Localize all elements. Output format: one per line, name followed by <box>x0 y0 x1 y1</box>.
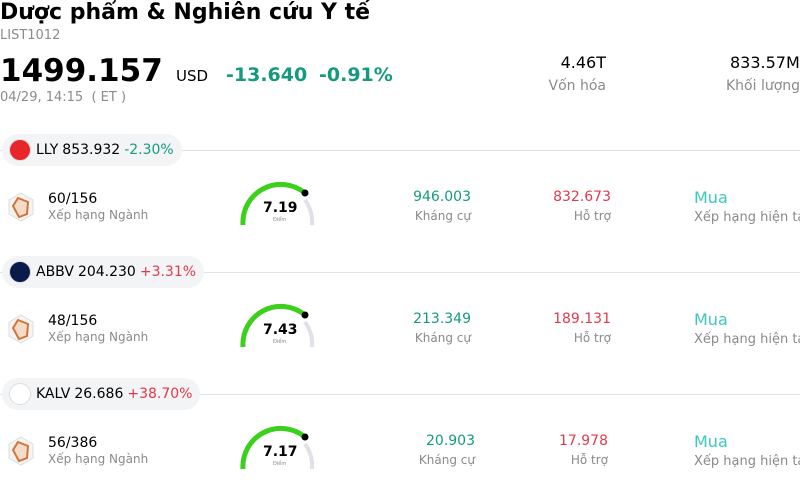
rating-label: Xếp hạng hiện tại <box>694 332 800 347</box>
rating-label: Xếp hạng hiện tại <box>694 454 800 469</box>
support-label: Hỗ trợ <box>573 331 611 345</box>
resistance-label: Kháng cự <box>414 209 471 223</box>
score-label: Điểm <box>273 461 287 467</box>
rank-icon <box>8 314 34 344</box>
title: Dược phẩm & Nghiên cứu Y tế <box>0 0 371 25</box>
rating: Mua <box>694 432 728 451</box>
score-label: Điểm <box>273 339 287 345</box>
logo <box>9 383 31 405</box>
score-label: Điểm <box>273 217 287 223</box>
stat-label: Vốn hóa <box>548 78 606 94</box>
stock-chip: LLY 853.932 -2.30% <box>2 134 182 166</box>
chip-price: 204.230 <box>77 264 136 280</box>
score-gauge <box>240 303 315 348</box>
score-gauge <box>240 181 315 226</box>
rank-label: Xếp hạng Ngành <box>48 208 149 222</box>
resistance: 20.903 <box>426 433 475 449</box>
stock-chip: KALV 26.686 +38.70% <box>2 378 201 410</box>
support-label: Hỗ trợ <box>570 453 608 467</box>
rank-icon <box>8 436 34 466</box>
stat-label: Khối lượng <box>726 78 800 94</box>
rating: Mua <box>694 188 728 207</box>
rating: Mua <box>694 310 728 329</box>
stat-value: 4.46T <box>560 53 606 72</box>
resistance-label: Kháng cự <box>414 331 471 345</box>
price: 1499.157 <box>0 53 163 89</box>
chip-change: -2.30% <box>124 142 174 158</box>
change: -13.640 <box>226 64 308 86</box>
chip-change: +3.31% <box>139 264 197 280</box>
chip-ticker: KALV <box>36 386 71 402</box>
rank: 60/156 <box>48 191 98 207</box>
rank-label: Xếp hạng Ngành <box>48 452 149 466</box>
rank: 48/156 <box>48 313 98 329</box>
support: 17.978 <box>559 433 608 449</box>
currency: USD <box>176 67 209 85</box>
rank-icon <box>8 192 34 222</box>
support: 832.673 <box>553 189 611 205</box>
chip-ticker: LLY <box>36 142 59 158</box>
rank: 56/386 <box>48 435 98 451</box>
logo <box>9 139 31 161</box>
rank-label: Xếp hạng Ngành <box>48 330 149 344</box>
resistance-label: Kháng cự <box>418 453 475 467</box>
chip-ticker: ABBV <box>36 264 74 280</box>
score-gauge <box>240 425 315 470</box>
support: 189.131 <box>553 311 611 327</box>
change-percent: -0.91% <box>319 64 393 86</box>
chip-price: 26.686 <box>74 386 124 402</box>
chip-price: 853.932 <box>62 142 121 158</box>
resistance: 946.003 <box>413 189 471 205</box>
support-label: Hỗ trợ <box>573 209 611 223</box>
score: 7.19 <box>263 200 298 216</box>
time: 04/29, 14:15 ( ET ) <box>0 90 127 105</box>
rating-label: Xếp hạng hiện tại <box>694 210 800 225</box>
divider <box>0 394 800 395</box>
stat-value: 833.57M <box>730 53 800 72</box>
chip-change: +38.70% <box>127 386 193 402</box>
divider <box>0 150 800 151</box>
score: 7.17 <box>263 444 298 460</box>
resistance: 213.349 <box>413 311 471 327</box>
score: 7.43 <box>263 322 298 338</box>
logo <box>9 261 31 283</box>
divider <box>0 272 800 273</box>
code: LIST1012 <box>0 28 61 43</box>
stock-chip: ABBV 204.230 +3.31% <box>2 256 205 288</box>
